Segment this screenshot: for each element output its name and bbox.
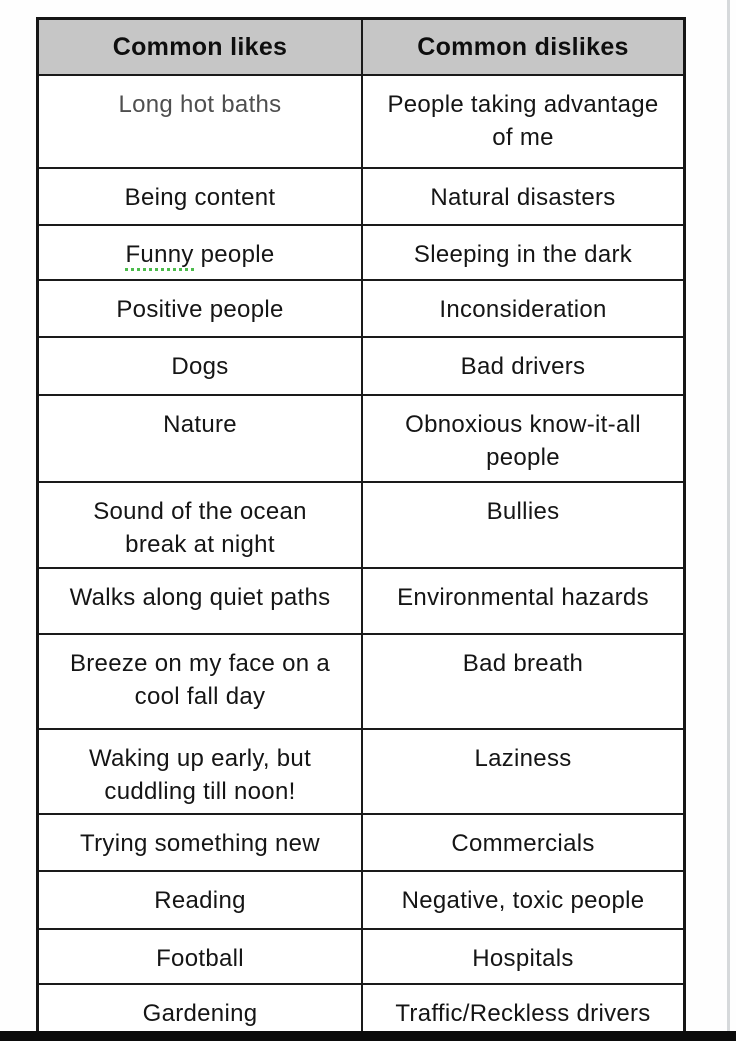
table-row: Gardening Traffic/Reckless drivers (39, 983, 683, 1034)
cell-like-football: Football (156, 945, 244, 972)
table-row: Sound of the ocean break at night Bullie… (39, 481, 683, 567)
cell-like-breeze-on-my-face: Breeze on my face on a cool fall day (69, 650, 331, 710)
cell-dislike-bad-breath: Bad breath (361, 635, 683, 728)
header-cell-common-dislikes: Common dislikes (361, 20, 683, 74)
cell-like-positive-people: Positive people (116, 296, 284, 323)
header-cell-common-likes: Common likes (112, 33, 288, 61)
cell-like-trying-something-new: Trying something new (80, 830, 320, 857)
cell-dislike-obnoxious-know-it-all: Obnoxious know-it-all people (361, 396, 683, 481)
table-row: Walks along quiet paths Environmental ha… (39, 567, 683, 633)
cell-like-nature: Nature (163, 411, 237, 438)
cell-like-waking-up-early: Waking up early, but cuddling till noon! (88, 745, 312, 805)
cell-dislike-laziness: Laziness (361, 730, 683, 813)
table-row: Breeze on my face on a cool fall day Bad… (39, 633, 683, 728)
table-row: Trying something new Commercials (39, 813, 683, 870)
cell-dislike-sleeping-in-the-dark: Sleeping in the dark (361, 226, 683, 279)
cell-like-funny-people: Funny people (39, 226, 361, 279)
table-row: Nature Obnoxious know-it-all people (39, 394, 683, 481)
table-row: Dogs Bad drivers (39, 336, 683, 394)
cell-like-being-content: Being content (124, 184, 276, 211)
cell-dislike-bullies: Bullies (361, 483, 683, 567)
table-row: Long hot baths People taking advantage o… (39, 74, 683, 167)
cell-dislike-natural-disasters: Natural disasters (361, 169, 683, 224)
cell-dislike-negative-toxic-people: Negative, toxic people (361, 872, 683, 928)
cell-like-long-hot-baths: Long hot baths (118, 91, 282, 118)
cell-like-walks-along-quiet-paths: Walks along quiet paths (69, 584, 331, 611)
scan-bottom-bar (0, 1031, 736, 1041)
table-row: Funny people Sleeping in the dark (39, 224, 683, 279)
cell-dislike-traffic-reckless-drivers: Traffic/Reckless drivers (361, 985, 683, 1034)
cell-dislike-inconsideration: Inconsideration (361, 281, 683, 336)
cell-dislike-commercials: Commercials (361, 815, 683, 870)
likes-dislikes-table: Common likes Common dislikes Long hot ba… (36, 17, 686, 1037)
table-row: Being content Natural disasters (39, 167, 683, 224)
cell-dislike-people-taking-advantage: People taking advantage of me (361, 76, 683, 167)
table-row: Football Hospitals (39, 928, 683, 983)
cell-dislike-bad-drivers: Bad drivers (361, 338, 683, 394)
cell-like-funny-people-rest: people (193, 241, 275, 268)
scan-edge-line (727, 0, 730, 1041)
cell-like-gardening: Gardening (142, 1000, 258, 1027)
cell-like-reading: Reading (154, 887, 246, 914)
table-row: Reading Negative, toxic people (39, 870, 683, 928)
cell-like-dogs: Dogs (171, 353, 229, 380)
table-row: Waking up early, but cuddling till noon!… (39, 728, 683, 813)
table-row: Positive people Inconsideration (39, 279, 683, 336)
cell-dislike-hospitals: Hospitals (361, 930, 683, 983)
cell-like-sound-of-the-ocean: Sound of the ocean break at night (93, 498, 307, 558)
table-header-row: Common likes Common dislikes (39, 20, 683, 74)
spellcheck-underlined-word: Funny (125, 241, 194, 271)
cell-dislike-environmental-hazards: Environmental hazards (361, 569, 683, 633)
